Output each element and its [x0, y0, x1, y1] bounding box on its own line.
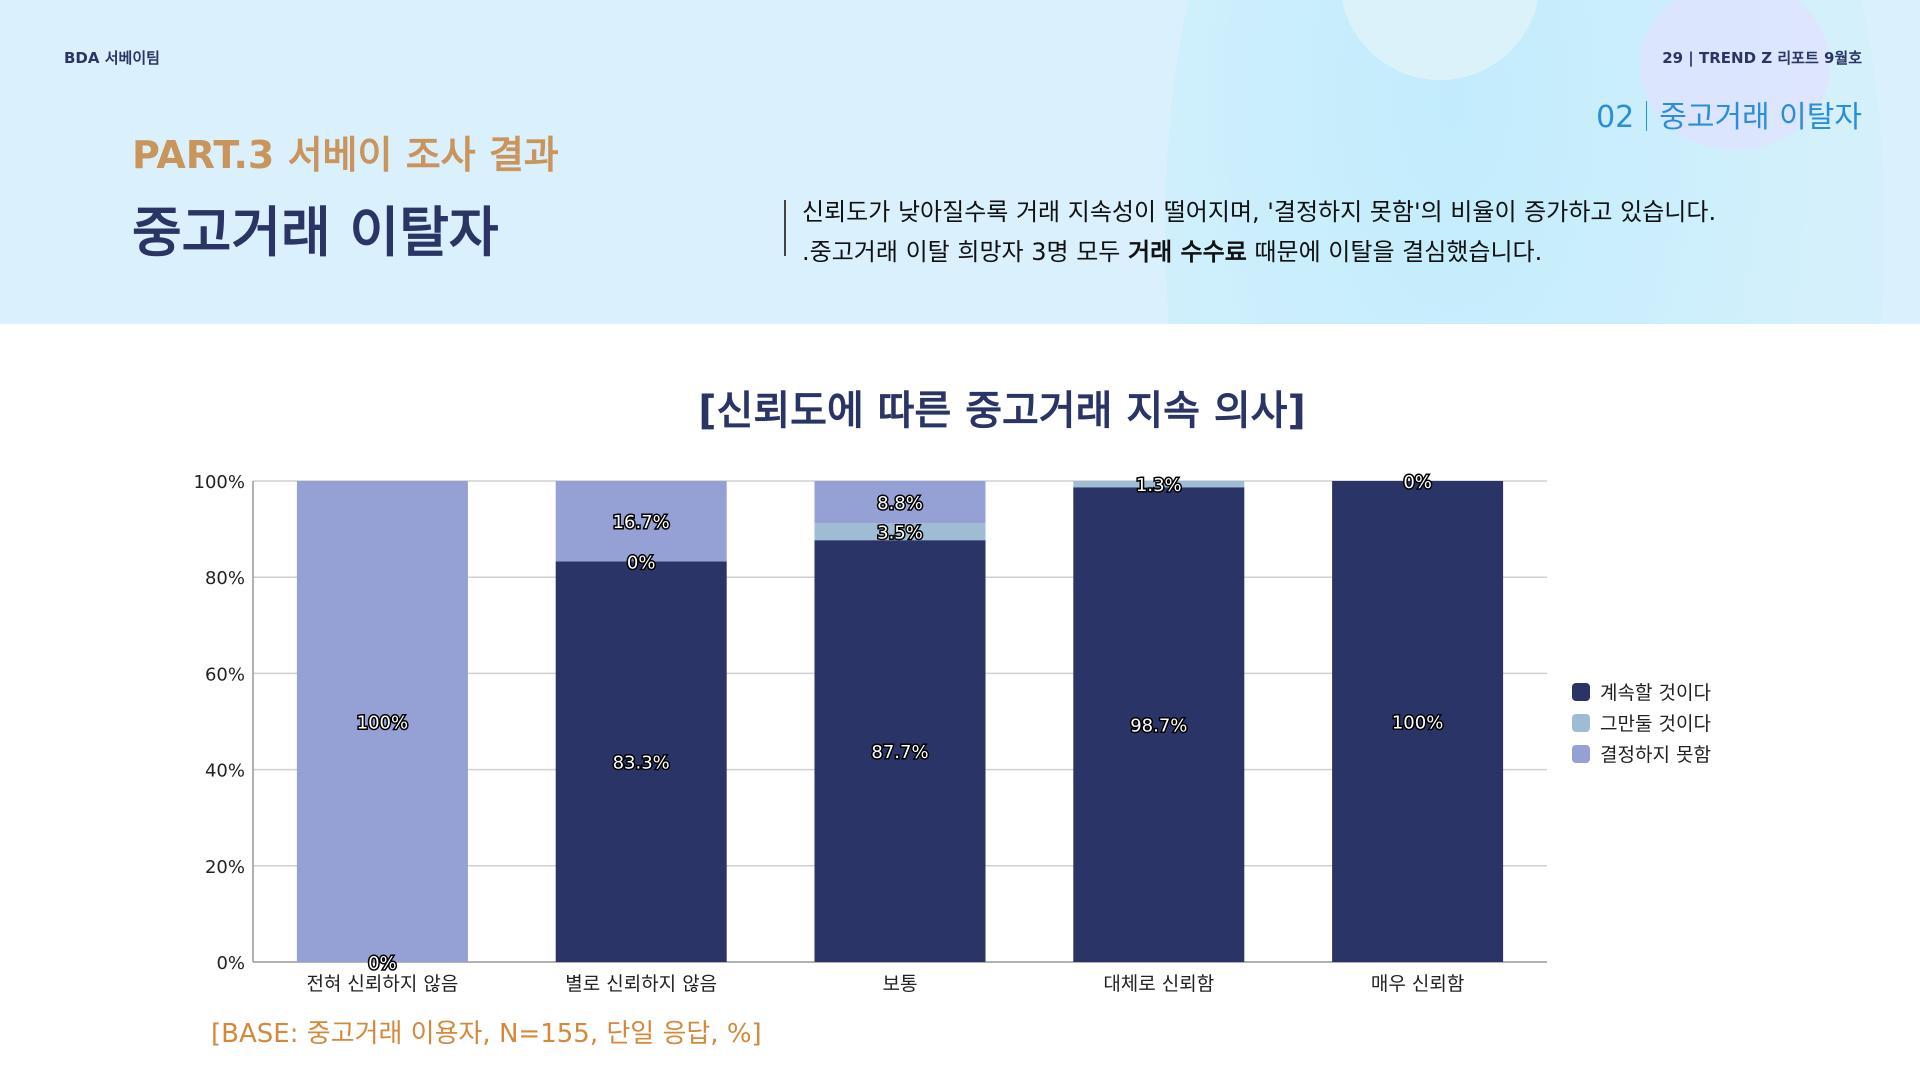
base-note: [BASE: 중고거래 이용자, N=155, 단일 응답, %] — [211, 1019, 762, 1049]
legend-item: 계속할 것이다 — [1572, 678, 1711, 705]
divider — [784, 200, 786, 256]
divider — [1646, 101, 1648, 131]
bar-segment — [814, 481, 986, 524]
bar-segment — [1332, 481, 1504, 962]
part-label: PART.3 서베이 조사 결과 — [132, 133, 559, 177]
section-number: 02 — [1596, 100, 1635, 135]
bar-segment — [1073, 481, 1245, 488]
desc-emphasis: 거래 수수료 — [1128, 238, 1247, 266]
y-tick-label: 60% — [205, 664, 245, 685]
y-tick-label: 40% — [205, 761, 245, 782]
bar-segment — [296, 481, 468, 962]
data-label: 83.3% — [613, 753, 670, 774]
legend-label: 그만둘 것이다 — [1600, 713, 1711, 735]
x-tick-label: 대체로 신뢰함 — [1103, 973, 1214, 995]
data-label: 0% — [368, 953, 397, 974]
x-tick-label: 별로 신뢰하지 않음 — [565, 973, 717, 995]
section-title: 중고거래 이탈자 — [1659, 100, 1862, 135]
legend-label: 결정하지 못함 — [1600, 744, 1711, 766]
x-tick-label: 전혀 신뢰하지 않음 — [306, 973, 458, 995]
bar-segment — [1073, 487, 1245, 962]
data-label: 3.5% — [877, 523, 923, 544]
data-label: 100% — [357, 713, 408, 734]
legend-swatch — [1572, 744, 1590, 763]
desc-text: .중고거래 이탈 희망자 3명 모두 — [802, 238, 1129, 266]
x-tick-label: 매우 신뢰함 — [1371, 973, 1464, 995]
y-tick-label: 80% — [205, 568, 245, 589]
data-label: 0% — [1403, 472, 1432, 493]
legend-item: 결정하지 못함 — [1572, 740, 1711, 767]
x-tick-label: 보통 — [883, 973, 918, 995]
legend-swatch — [1572, 713, 1590, 732]
legend-label: 계속할 것이다 — [1600, 682, 1711, 704]
decorative-circle — [1640, 0, 1830, 150]
page-title: 중고거래 이탈자 — [132, 201, 499, 264]
data-label: 100% — [1392, 713, 1443, 734]
section-heading: 02 중고거래 이탈자 — [1596, 92, 1862, 136]
bar-segment — [814, 540, 986, 962]
bar-segment — [814, 523, 986, 541]
data-label: 87.7% — [871, 742, 928, 763]
data-label: 8.8% — [877, 493, 923, 514]
description-line-1: 신뢰도가 낮아질수록 거래 지속성이 떨어지며, '결정하지 못함'의 비율이 … — [802, 198, 1717, 226]
description-line-2: .중고거래 이탈 희망자 3명 모두 거래 수수료 때문에 이탈을 결심했습니다… — [802, 232, 1542, 267]
data-label: 98.7% — [1130, 716, 1187, 737]
legend-item: 그만둘 것이다 — [1572, 709, 1711, 736]
data-label: 1.3% — [1136, 475, 1182, 496]
issue-label: 29 | TREND Z 리포트 9월호 — [1662, 49, 1862, 67]
header-banner: BDA 서베이팀 29 | TREND Z 리포트 9월호 02 중고거래 이탈자… — [0, 0, 1920, 324]
y-tick-label: 100% — [194, 472, 245, 493]
bar-segment — [555, 561, 727, 962]
y-tick-label: 0% — [216, 953, 245, 974]
data-label: 16.7% — [613, 512, 670, 533]
bar-segment — [555, 481, 727, 562]
desc-text: 때문에 이탈을 결심했습니다. — [1246, 238, 1543, 266]
team-name: BDA 서베이팀 — [64, 49, 160, 67]
chart-title: [신뢰도에 따른 중고거래 지속 의사] — [698, 388, 1306, 434]
data-label: 0% — [627, 552, 656, 573]
legend-swatch — [1572, 682, 1590, 701]
y-tick-label: 20% — [205, 857, 245, 878]
